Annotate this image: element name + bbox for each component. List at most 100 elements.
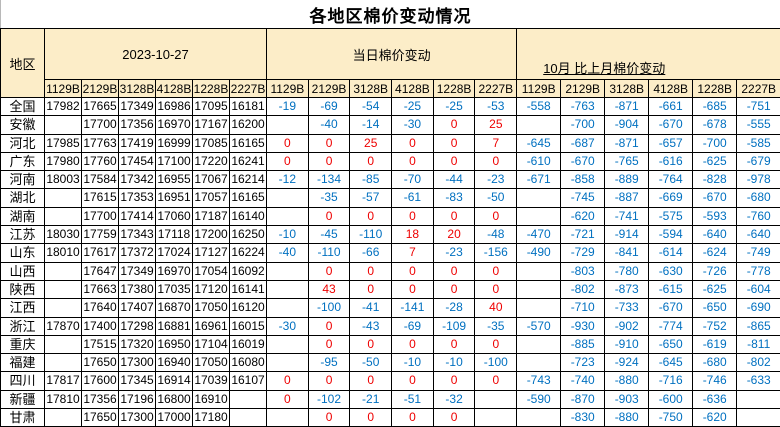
daily-change-cell: -10: [433, 354, 475, 372]
monthly-change-cell: -657: [649, 134, 693, 152]
grade-header-1228b: 1228B: [693, 80, 737, 98]
price-cell: 17600: [82, 372, 119, 390]
monthly-change-cell: -751: [737, 98, 780, 116]
daily-change-cell: 0: [433, 409, 475, 427]
price-cell: 17167: [193, 116, 230, 134]
grade-header-2227b: 2227B: [230, 80, 267, 98]
monthly-change-cell: [517, 409, 561, 427]
monthly-change-cell: -700: [693, 134, 737, 152]
price-cell: 17617: [82, 244, 119, 262]
daily-change-cell: -32: [433, 390, 475, 408]
monthly-change-group-header: 10月 比上月棉价变动: [517, 29, 780, 80]
daily-change-cell: -100: [308, 299, 350, 317]
price-cell: 17343: [119, 226, 156, 244]
daily-change-cell: 0: [475, 372, 517, 390]
daily-change-cell: -25: [433, 98, 475, 116]
monthly-change-cell: -620: [561, 207, 605, 225]
price-cell: 17187: [193, 207, 230, 225]
monthly-change-cell: -678: [693, 116, 737, 134]
price-cell: [45, 354, 82, 372]
price-cell: 16250: [230, 226, 267, 244]
monthly-change-cell: -729: [561, 244, 605, 262]
price-cell: 17982: [45, 98, 82, 116]
daily-change-cell: [267, 409, 309, 427]
daily-change-cell: 0: [433, 207, 475, 225]
price-cell: 17647: [82, 262, 119, 280]
daily-change-cell: 0: [392, 152, 434, 170]
daily-change-cell: 43: [308, 280, 350, 298]
price-cell: 17353: [119, 189, 156, 207]
monthly-change-cell: [737, 390, 780, 408]
monthly-change-cell: -645: [517, 134, 561, 152]
monthly-change-cell: -978: [737, 171, 780, 189]
price-cell: 17067: [193, 171, 230, 189]
monthly-change-cell: -765: [605, 152, 649, 170]
daily-change-cell: 7: [392, 244, 434, 262]
monthly-change-cell: -914: [605, 226, 649, 244]
price-cell: 17104: [193, 335, 230, 353]
price-cell: 16950: [156, 335, 193, 353]
daily-change-cell: -35: [475, 317, 517, 335]
daily-change-cell: [267, 354, 309, 372]
monthly-change-cell: -902: [605, 317, 649, 335]
daily-change-cell: -48: [475, 226, 517, 244]
monthly-change-cell: -679: [737, 152, 780, 170]
price-cell: [45, 189, 82, 207]
daily-change-cell: 0: [475, 152, 517, 170]
price-cell: 16015: [230, 317, 267, 335]
monthly-change-cell: -687: [561, 134, 605, 152]
daily-change-cell: [475, 409, 517, 427]
daily-change-cell: 25: [475, 116, 517, 134]
monthly-change-cell: [517, 262, 561, 280]
grade-header-3128b: 3128B: [605, 80, 649, 98]
price-cell: 16914: [156, 372, 193, 390]
daily-change-cell: 20: [433, 226, 475, 244]
region-cell: 全国: [1, 98, 45, 116]
price-cell: 16120: [230, 299, 267, 317]
monthly-change-cell: -745: [561, 189, 605, 207]
daily-change-cell: -109: [433, 317, 475, 335]
daily-change-cell: -110: [350, 226, 392, 244]
page-title: 各地区棉价变动情况: [0, 0, 780, 28]
price-cell: 16200: [230, 116, 267, 134]
monthly-change-cell: -558: [517, 98, 561, 116]
monthly-change-cell: -733: [605, 299, 649, 317]
price-cell: 18003: [45, 171, 82, 189]
price-cell: 17810: [45, 390, 82, 408]
price-cell: 17584: [82, 171, 119, 189]
monthly-change-cell: -624: [693, 244, 737, 262]
price-cell: 17985: [45, 134, 82, 152]
monthly-change-cell: -700: [561, 116, 605, 134]
daily-change-cell: -54: [350, 98, 392, 116]
price-cell: 17039: [193, 372, 230, 390]
monthly-change-cell: -764: [649, 171, 693, 189]
price-cell: [45, 262, 82, 280]
daily-change-cell: -134: [308, 171, 350, 189]
grade-header-2227b: 2227B: [737, 80, 780, 98]
price-cell: 17817: [45, 372, 82, 390]
monthly-change-cell: -828: [693, 171, 737, 189]
monthly-change-cell: -871: [605, 134, 649, 152]
grade-header-2227b: 2227B: [475, 80, 517, 98]
price-cell: 16019: [230, 335, 267, 353]
price-cell: 17870: [45, 317, 82, 335]
daily-change-cell: 0: [267, 390, 309, 408]
price-cell: 17298: [119, 317, 156, 335]
price-cell: 17760: [82, 152, 119, 170]
monthly-change-cell: [517, 189, 561, 207]
price-cell: [230, 390, 267, 408]
daily-change-cell: -70: [392, 171, 434, 189]
daily-change-cell: [267, 207, 309, 225]
daily-change-cell: -83: [433, 189, 475, 207]
monthly-change-cell: -670: [649, 299, 693, 317]
price-cell: 17414: [119, 207, 156, 225]
price-cell: 16970: [156, 116, 193, 134]
monthly-change-cell: -590: [517, 390, 561, 408]
price-cell: 17342: [119, 171, 156, 189]
monthly-change-cell: -625: [693, 280, 737, 298]
